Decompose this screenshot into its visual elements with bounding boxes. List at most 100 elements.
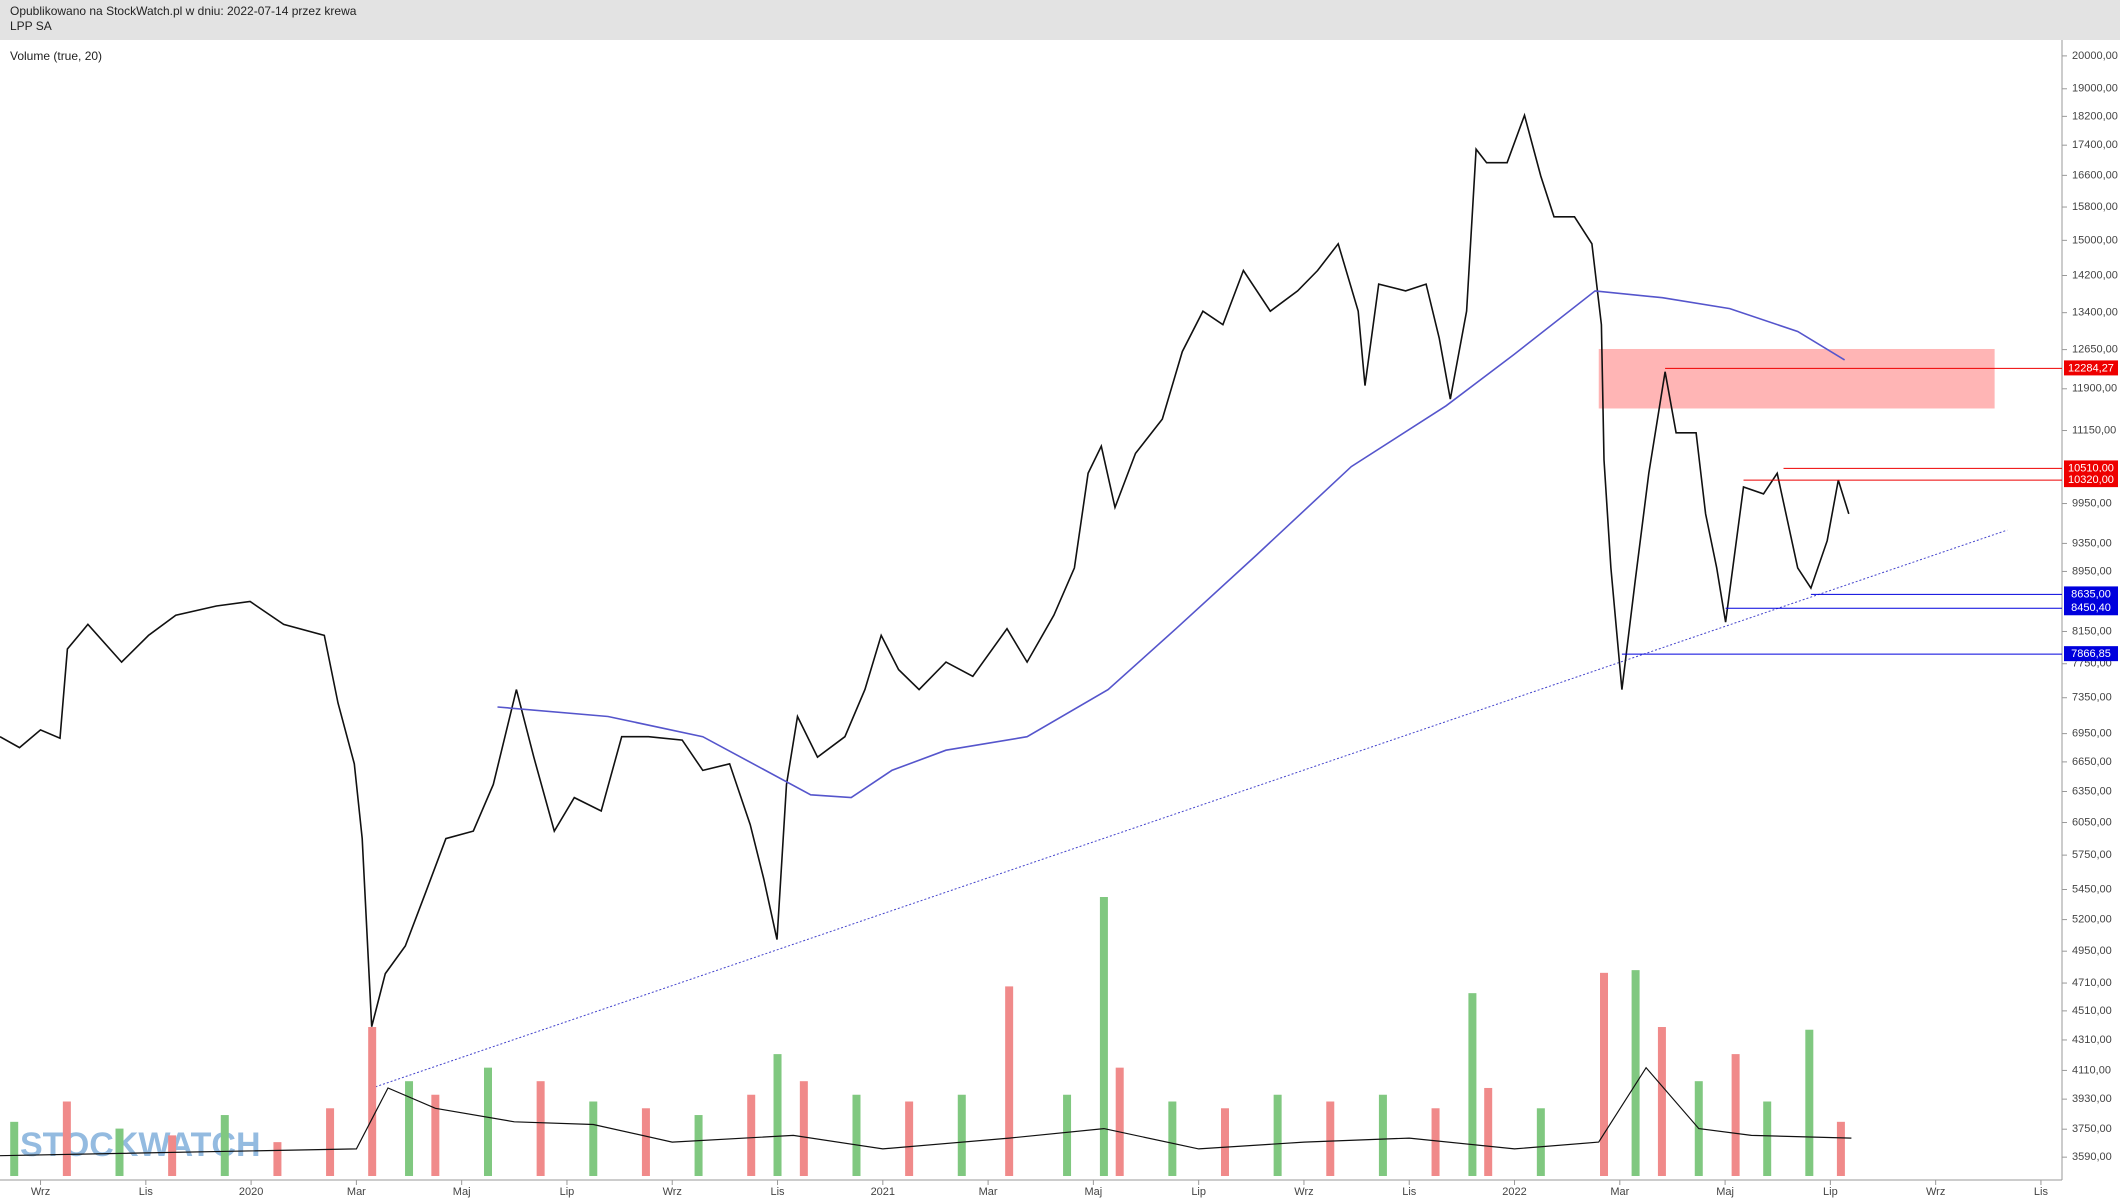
volume-bar: [431, 1094, 440, 1176]
x-tick-label: 2022: [1502, 1186, 1526, 1198]
trendline: [371, 529, 2008, 1089]
y-tick-label: 7350,00: [2072, 692, 2112, 704]
y-tick-label: 11150,00: [2072, 424, 2116, 436]
x-tick-label: Lis: [2034, 1186, 2049, 1198]
y-tick-label: 4710,00: [2072, 977, 2112, 989]
y-tick-label: 5450,00: [2072, 883, 2112, 895]
x-tick-label: Mar: [347, 1186, 366, 1198]
volume-bar: [1600, 972, 1609, 1176]
volume-bar: [641, 1108, 650, 1176]
x-tick-label: Lis: [770, 1186, 785, 1198]
y-tick-label: 20000,00: [2072, 50, 2118, 62]
x-tick-label: Lip: [1191, 1186, 1206, 1198]
volume-bar: [957, 1094, 966, 1176]
volume-average: [0, 1066, 1852, 1157]
volume-bar: [62, 1101, 71, 1176]
volume-bar: [1168, 1101, 1177, 1176]
price-level-label: 8635,00: [2071, 588, 2111, 600]
y-tick-label: 8150,00: [2072, 625, 2112, 637]
volume-bar: [1468, 993, 1477, 1176]
price-line: [0, 112, 1850, 1027]
volume-bar: [1805, 1029, 1814, 1176]
price-level-label: 12284,27: [2068, 362, 2114, 374]
y-tick-label: 4310,00: [2072, 1034, 2112, 1046]
indicator-label: Volume (true, 20): [10, 49, 102, 63]
volume-bar: [1763, 1101, 1772, 1176]
volume-bar: [10, 1121, 19, 1176]
y-tick-label: 17400,00: [2072, 139, 2118, 151]
volume-bar: [1005, 986, 1014, 1176]
x-tick-label: Wrz: [663, 1186, 682, 1198]
volume-bar: [747, 1094, 756, 1176]
volume-bar: [536, 1081, 545, 1176]
x-tick-label: Maj: [1085, 1186, 1103, 1198]
x-tick-label: Lis: [1402, 1186, 1417, 1198]
y-tick-label: 3750,00: [2072, 1123, 2112, 1135]
x-tick-label: Wrz: [31, 1186, 50, 1198]
volume-bar: [1063, 1094, 1072, 1176]
x-tick-label: Lis: [139, 1186, 154, 1198]
volume-bar: [1484, 1087, 1493, 1176]
price-level-label: 7866,85: [2071, 648, 2111, 660]
y-tick-label: 6650,00: [2072, 756, 2112, 768]
resistance-zone: [1598, 348, 1995, 409]
volume-bar: [220, 1115, 229, 1176]
volume-bar: [1326, 1101, 1335, 1176]
price-level-tag: [2064, 360, 2118, 376]
volume-bar: [168, 1135, 177, 1176]
y-tick-label: 11900,00: [2072, 383, 2117, 395]
volume-bar: [1631, 970, 1640, 1176]
y-tick-label: 5200,00: [2072, 914, 2112, 926]
volume-bar: [1273, 1094, 1282, 1176]
volume-bar: [1378, 1094, 1387, 1176]
x-tick-label: Maj: [453, 1186, 471, 1198]
volume-bar: [694, 1115, 703, 1176]
y-tick-label: 5750,00: [2072, 849, 2112, 861]
x-tick-label: Lip: [1823, 1186, 1838, 1198]
volume-bar: [1431, 1108, 1440, 1176]
volume-bar: [1657, 1027, 1666, 1176]
volume-bar: [1099, 897, 1108, 1176]
y-tick-label: 15800,00: [2072, 201, 2118, 213]
volume-bar: [852, 1094, 861, 1176]
volume-bar: [1220, 1108, 1229, 1176]
instrument-name: LPP SA: [10, 19, 52, 33]
price-line: [497, 290, 1846, 799]
price-level-label: 8450,40: [2071, 602, 2111, 614]
publish-note: Opublikowano na StockWatch.pl w dniu: 20…: [10, 4, 357, 18]
price-level-tag: [2064, 586, 2118, 602]
y-tick-label: 9350,00: [2072, 537, 2112, 549]
y-tick-label: 16600,00: [2072, 169, 2118, 181]
x-tick-label: Maj: [1716, 1186, 1734, 1198]
x-tick-label: Lip: [560, 1186, 575, 1198]
y-tick-label: 6950,00: [2072, 728, 2112, 740]
y-tick-label: 3590,00: [2072, 1151, 2112, 1163]
y-tick-label: 4110,00: [2072, 1064, 2111, 1076]
price-level-tag: [2064, 646, 2118, 662]
x-tick-label: Mar: [1610, 1186, 1629, 1198]
volume-bar: [115, 1128, 124, 1176]
volume-bar: [1115, 1067, 1124, 1176]
header-bar: [0, 0, 2120, 40]
volume-bar: [1731, 1054, 1740, 1176]
volume-bar: [1836, 1121, 1845, 1176]
price-level-tag: [2064, 460, 2118, 476]
price-level-tag: [2064, 472, 2118, 488]
y-tick-label: 4950,00: [2072, 945, 2112, 957]
y-tick-label: 8950,00: [2072, 565, 2112, 577]
volume-bar: [483, 1067, 492, 1176]
price-level-label: 10510,00: [2068, 462, 2114, 474]
x-tick-label: 2021: [871, 1186, 895, 1198]
y-tick-label: 12650,00: [2072, 344, 2118, 356]
volume-bar: [773, 1054, 782, 1176]
x-tick-label: 2020: [239, 1186, 263, 1198]
y-tick-label: 13400,00: [2072, 307, 2118, 319]
y-tick-label: 18200,00: [2072, 110, 2118, 122]
y-tick-label: 3930,00: [2072, 1093, 2112, 1105]
volume-bar: [368, 1027, 377, 1176]
y-tick-label: 6050,00: [2072, 816, 2112, 828]
watermark: STOCKWATCH: [20, 1126, 261, 1164]
price-level-label: 10320,00: [2068, 474, 2114, 486]
